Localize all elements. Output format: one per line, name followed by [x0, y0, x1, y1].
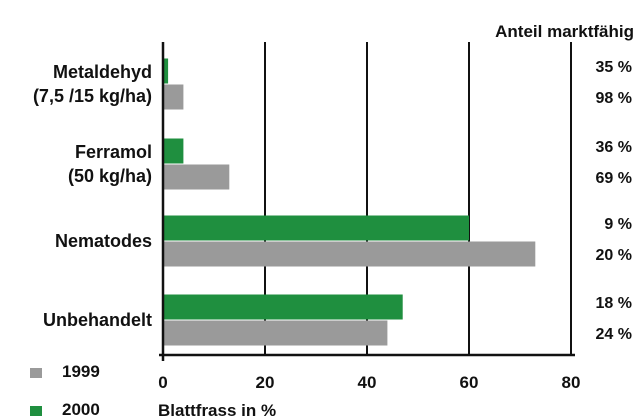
x-tick-label: 40 — [358, 373, 377, 392]
category-label: Nematodes — [55, 231, 152, 251]
right-column-value: 18 % — [596, 295, 632, 312]
x-tick-label: 80 — [562, 373, 581, 392]
legend-label: 1999 — [62, 362, 100, 381]
bar-2000-0 — [163, 58, 169, 84]
bar-1999-0 — [163, 84, 184, 110]
x-axis-label: Blattfrass in % — [158, 401, 276, 419]
bar-2000-1 — [163, 138, 184, 164]
category-label: (7,5 /15 kg/ha) — [33, 86, 152, 106]
right-column-title: Anteil marktfähig — [495, 22, 634, 41]
right-column-value: 98 % — [596, 90, 632, 107]
bar-1999-3 — [163, 320, 388, 346]
category-label: Metaldehyd — [53, 62, 152, 82]
right-column-value: 36 % — [596, 139, 632, 156]
bar-1999-2 — [163, 241, 536, 267]
category-label: (50 kg/ha) — [68, 166, 152, 186]
legend-swatch-2000 — [30, 406, 42, 416]
bar-2000-2 — [163, 215, 469, 241]
legend-label: 2000 — [62, 400, 100, 419]
right-column-value: 35 % — [596, 59, 632, 76]
right-column-value: 24 % — [596, 326, 632, 343]
x-tick-label: 20 — [256, 373, 275, 392]
category-label: Unbehandelt — [43, 310, 152, 330]
right-column-value: 9 % — [604, 216, 632, 233]
right-column-value: 69 % — [596, 170, 632, 187]
bar-2000-3 — [163, 294, 403, 320]
legend-swatch-1999 — [30, 368, 42, 378]
right-column-value: 20 % — [596, 247, 632, 264]
bar-1999-1 — [163, 164, 230, 190]
x-tick-label: 60 — [460, 373, 479, 392]
x-tick-label: 0 — [158, 373, 167, 392]
category-label: Ferramol — [75, 142, 152, 162]
